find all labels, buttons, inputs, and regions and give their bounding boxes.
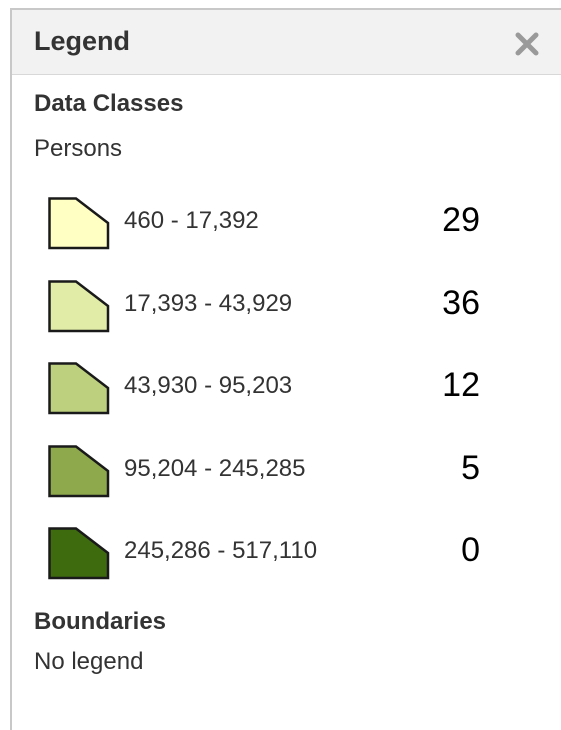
section-subtitle: Persons [34, 135, 123, 162]
legend-title: Legend [34, 26, 131, 56]
swatch-shape [48, 527, 110, 580]
swatch-shape [48, 197, 110, 250]
class-count: 29 [442, 201, 480, 239]
class-row: 17,393 - 43,929 36 [12, 276, 561, 336]
section-title: Data Classes [34, 90, 184, 117]
class-label: 245,286 - 517,110 [124, 537, 318, 564]
class-label: 17,393 - 43,929 [124, 289, 293, 317]
swatch-shape [48, 362, 110, 415]
class-row: 43,930 - 95,203 12 [12, 358, 561, 418]
class-swatch [48, 197, 110, 250]
swatch-shape [48, 444, 110, 497]
class-swatch [48, 444, 110, 497]
class-swatch [48, 362, 110, 415]
class-swatch [48, 527, 110, 580]
swatch-shape [48, 279, 110, 332]
class-row: 460 - 17,392 29 [12, 193, 561, 253]
class-count: 36 [442, 283, 480, 322]
section-subtitle: No legend [34, 648, 144, 675]
class-count: 5 [461, 448, 480, 487]
class-label: 95,204 - 245,285 [124, 454, 306, 482]
class-row: 95,204 - 245,285 5 [12, 441, 561, 501]
class-count: 12 [442, 366, 480, 404]
class-swatch [48, 279, 110, 332]
class-label: 460 - 17,392 [124, 207, 259, 234]
legend-panel: Legend Data Classes Persons 460 - 17,392 29… [10, 8, 561, 730]
class-label: 43,930 - 95,203 [124, 372, 293, 399]
legend-header: Legend [12, 10, 561, 75]
class-count: 0 [461, 531, 480, 569]
section-title: Boundaries [34, 608, 167, 635]
close-button[interactable] [515, 32, 539, 56]
class-row: 245,286 - 517,110 0 [12, 523, 561, 583]
